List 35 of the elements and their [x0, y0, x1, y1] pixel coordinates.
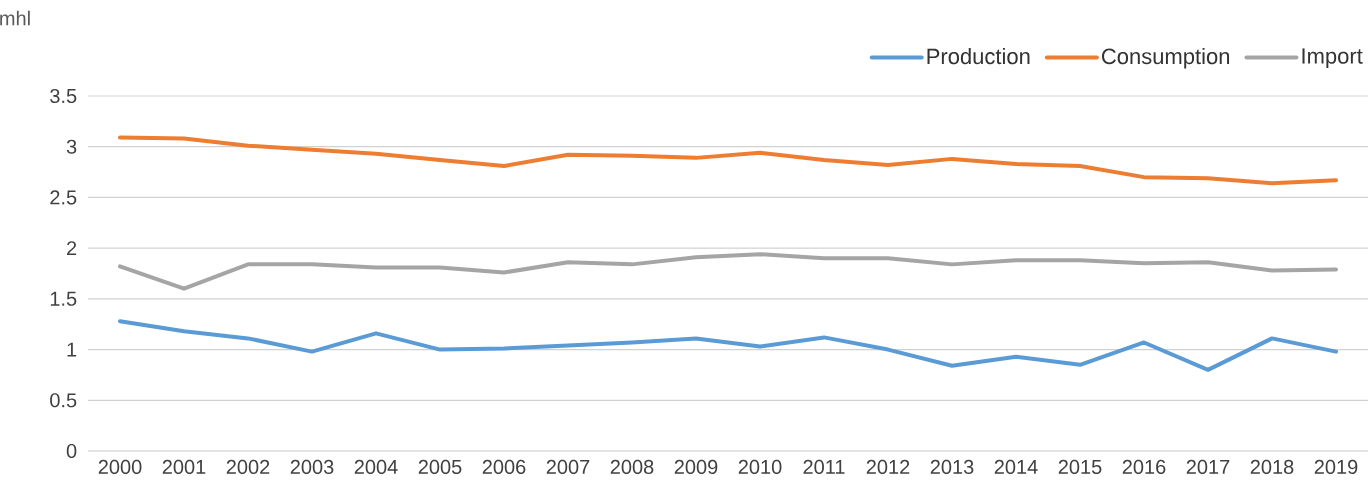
y-tick-label: 3.5	[50, 88, 77, 104]
x-tick-label: 2012	[866, 459, 910, 475]
x-tick-label: 2003	[290, 459, 334, 475]
y-tick-label: 2.5	[50, 190, 77, 205]
x-tick-label: 2009	[674, 459, 718, 475]
x-tick-label: 2017	[1186, 459, 1230, 475]
y-tick-label: 2	[67, 241, 77, 256]
line-series	[118, 319, 1339, 372]
x-tick-label: 2019	[1314, 459, 1358, 475]
x-tick-label: 2008	[610, 459, 654, 475]
y-axis-title: mhl	[0, 10, 30, 26]
line-series	[118, 252, 1339, 291]
x-tick-label: 2016	[1122, 459, 1166, 475]
x-tick-label: 2014	[994, 459, 1038, 475]
x-tick-label: 2011	[803, 459, 845, 475]
x-tick-label: 2015	[1058, 459, 1102, 475]
y-tick-label: 3	[66, 139, 77, 154]
x-tick-label: 2002	[226, 459, 270, 475]
legend-label: Production	[927, 48, 1030, 65]
y-tick-label: 0.5	[50, 393, 77, 408]
line-series	[118, 135, 1339, 186]
x-tick-label: 2006	[482, 459, 526, 475]
x-tick-label: 2010	[738, 459, 782, 475]
x-tick-label: 2005	[418, 459, 462, 475]
x-tick-label: 2001	[162, 459, 206, 475]
x-tick-label: 2018	[1250, 459, 1294, 475]
y-tick-label: 0	[66, 443, 77, 459]
legend-label: Consumption	[1101, 48, 1230, 69]
x-tick-label: 2000	[98, 459, 142, 475]
x-tick-label: 2004	[354, 459, 398, 475]
y-tick-label: 1	[67, 342, 77, 357]
x-tick-label: 2013	[930, 459, 974, 475]
y-tick-label: 1.5	[50, 291, 77, 306]
x-tick-label: 2007	[546, 459, 590, 475]
legend-label: Import	[1302, 48, 1363, 69]
